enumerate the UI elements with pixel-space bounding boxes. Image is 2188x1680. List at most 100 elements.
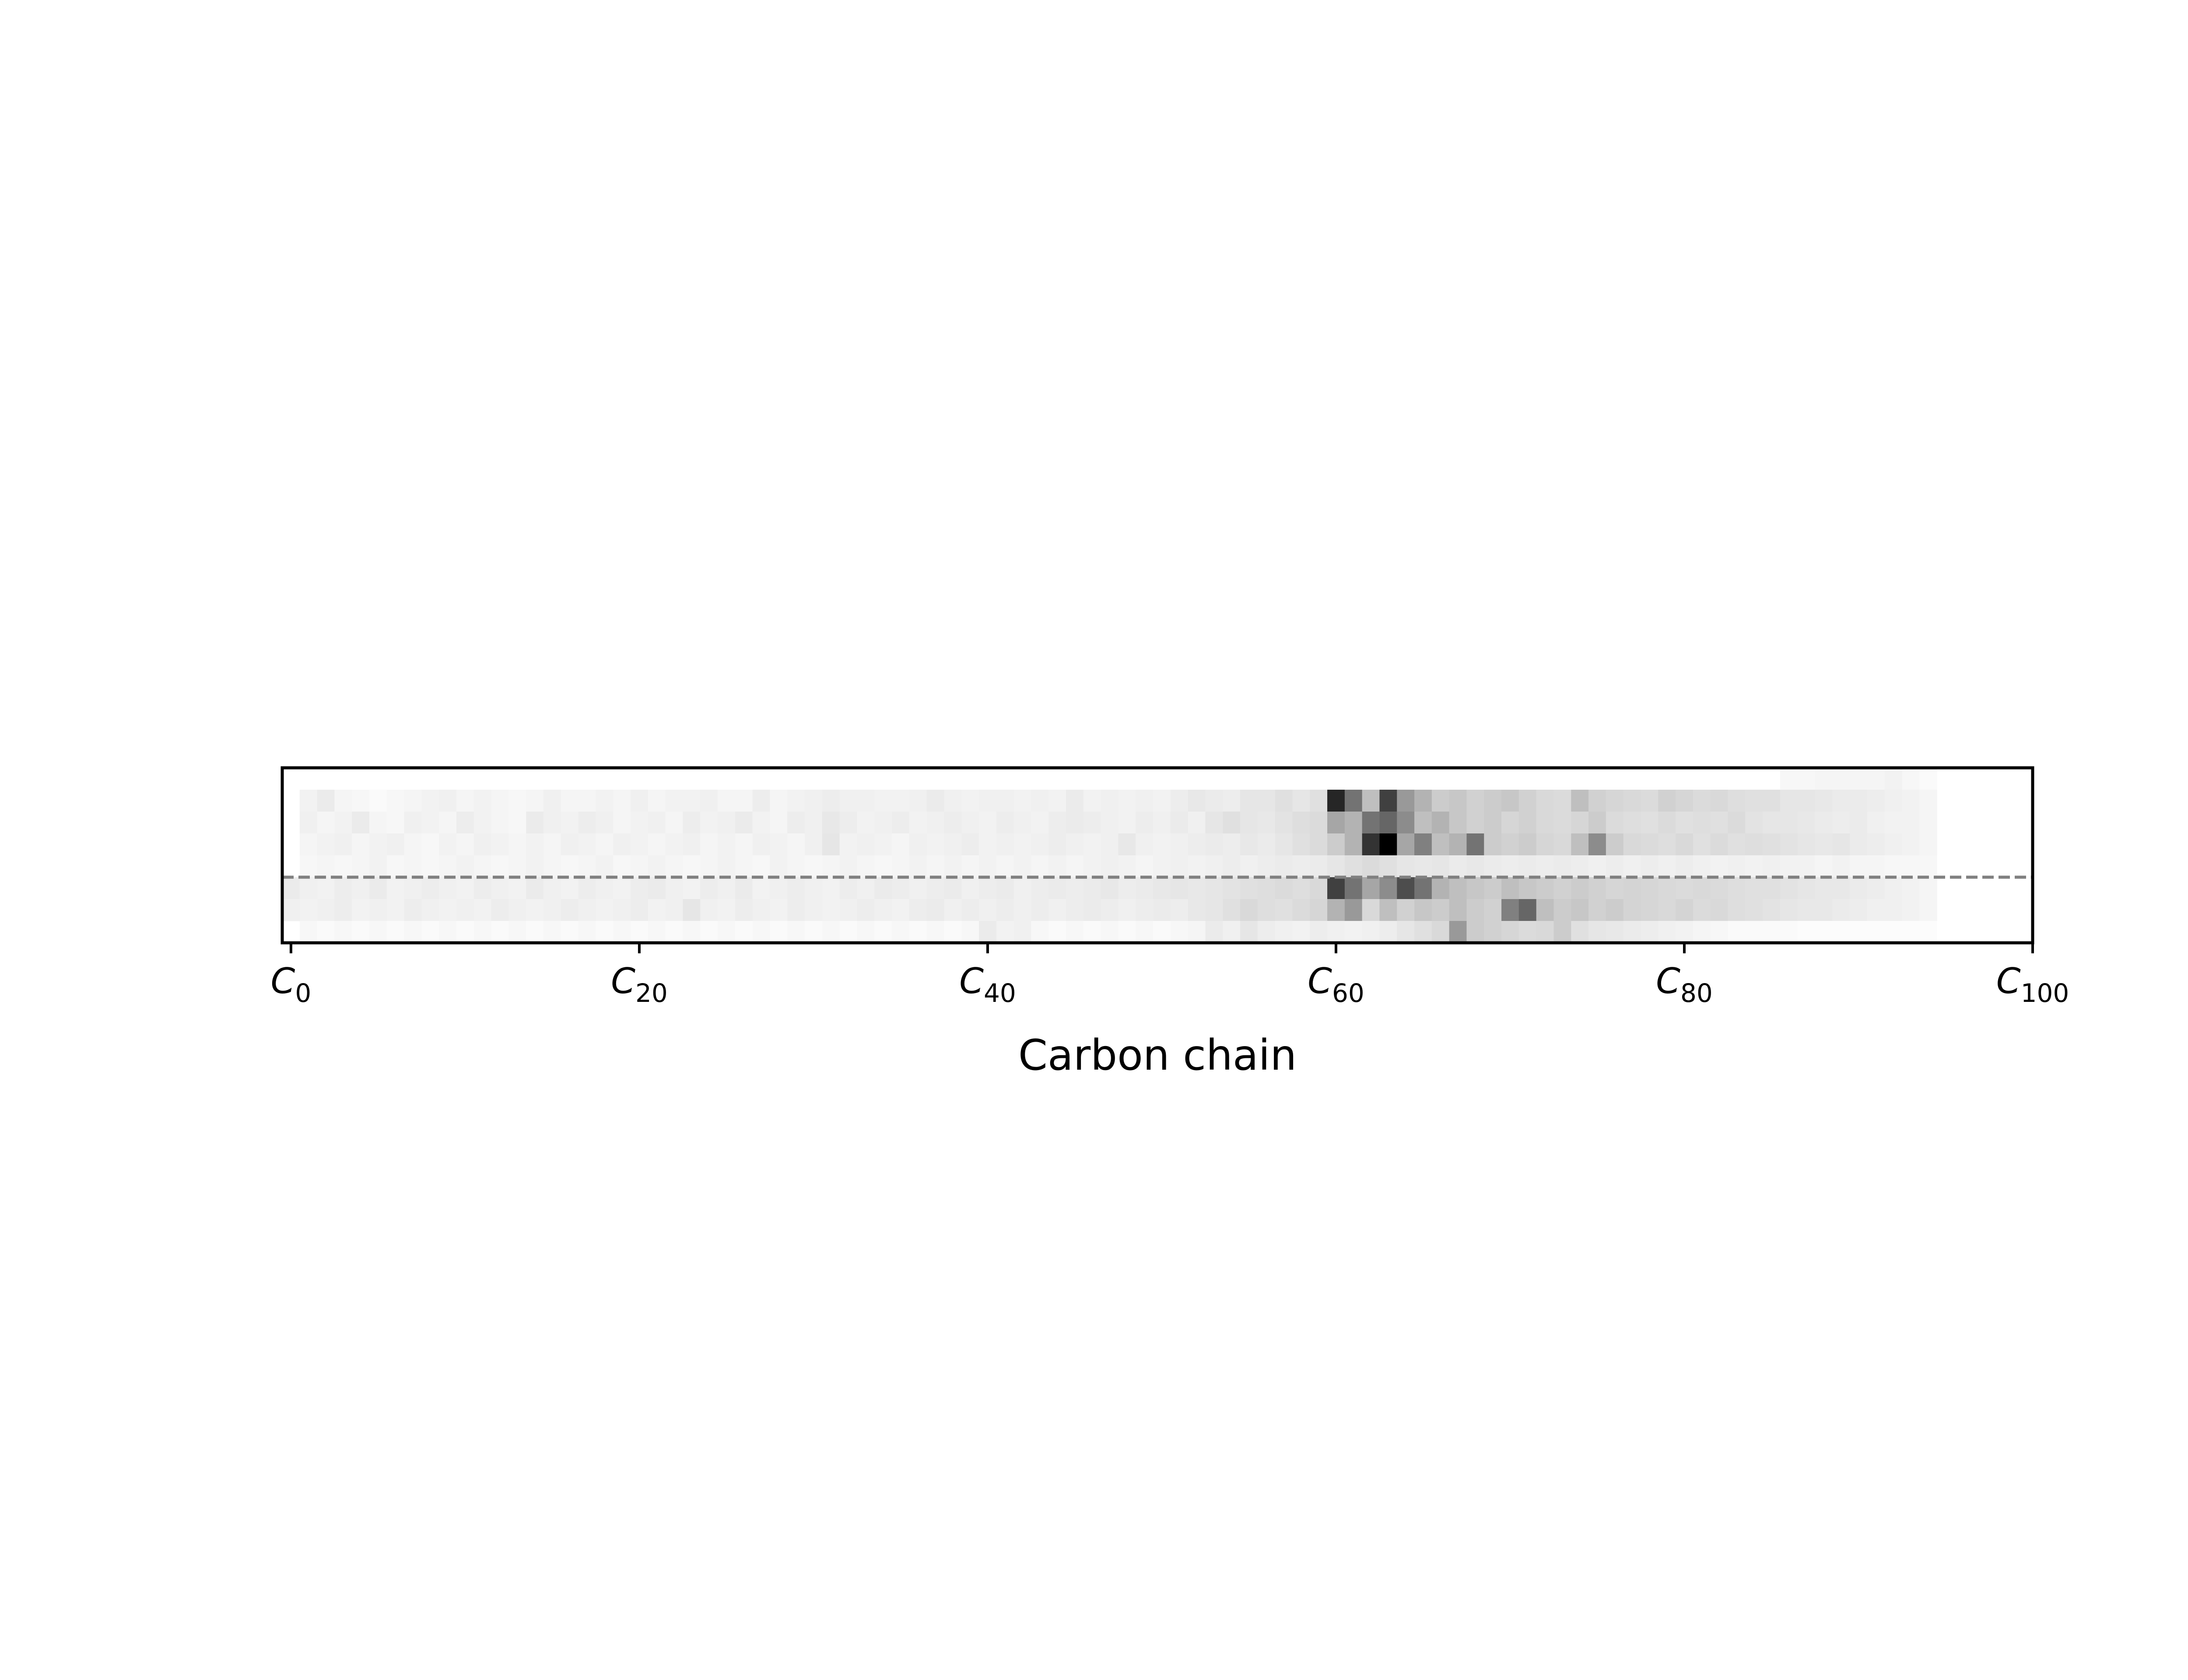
heatmap-cell-r7-c12 (491, 921, 509, 943)
heatmap-cell-r1-c52 (1188, 790, 1206, 812)
heatmap-cell-r1-c65 (1414, 790, 1432, 812)
heatmap-cell-r4-c53 (1205, 855, 1223, 878)
heatmap-cell-r3-c16 (561, 833, 579, 856)
heatmap-cell-r5-c62 (1362, 877, 1380, 900)
heatmap-cell-r2-c37 (926, 812, 945, 834)
heatmap-cell-r3-c53 (1205, 833, 1223, 856)
heatmap-cell-r2-c28 (770, 812, 788, 834)
heatmap-cell-r3-c33 (857, 833, 875, 856)
heatmap-cell-r7-c47 (1101, 921, 1119, 943)
heatmap-cell-r1-c12 (491, 790, 509, 812)
heatmap-cell-r1-c13 (508, 790, 526, 812)
heatmap-cell-r3-c32 (839, 833, 858, 856)
heatmap-cell-r6-c5 (369, 899, 387, 921)
heatmap-cell-r4-c72 (1536, 855, 1554, 878)
heatmap-cell-r4-c88 (1815, 855, 1833, 878)
heatmap-cell-r7-c15 (543, 921, 561, 943)
heatmap-cell-r7-c25 (718, 921, 736, 943)
heatmap-cell-r4-c81 (1693, 855, 1711, 878)
heatmap-cell-r2-c15 (543, 812, 561, 834)
heatmap-cell-r5-c94 (1919, 877, 1937, 900)
heatmap-cell-r0-c91 (1867, 768, 1885, 790)
heatmap-cell-r6-c74 (1571, 899, 1589, 921)
heatmap-cell-r7-c46 (1083, 921, 1101, 943)
heatmap-cell-r3-c48 (1118, 833, 1136, 856)
heatmap-cell-r5-c36 (909, 877, 927, 900)
heatmap-cell-r5-c41 (996, 877, 1014, 900)
heatmap-cell-r7-c60 (1327, 921, 1345, 943)
heatmap-cell-r1-c94 (1919, 790, 1937, 812)
heatmap-cell-r5-c31 (822, 877, 840, 900)
heatmap-cell-r1-c70 (1501, 790, 1519, 812)
heatmap-cell-r5-c24 (700, 877, 718, 900)
heatmap-cell-r1-c22 (665, 790, 684, 812)
heatmap-cell-r5-c43 (1031, 877, 1049, 900)
heatmap-cell-r6-c28 (770, 899, 788, 921)
heatmap-cell-r7-c92 (1884, 921, 1903, 943)
heatmap-cell-r3-c45 (1066, 833, 1084, 856)
heatmap-cell-r4-c62 (1362, 855, 1380, 878)
heatmap-cell-r4-c7 (404, 855, 422, 878)
heatmap-cell-r3-c38 (944, 833, 962, 856)
heatmap-cell-r1-c93 (1902, 790, 1920, 812)
heatmap-cell-r2-c56 (1257, 812, 1276, 834)
heatmap-cell-r3-c13 (508, 833, 526, 856)
heatmap-cell-r4-c64 (1397, 855, 1415, 878)
heatmap-cell-r3-c19 (613, 833, 631, 856)
heatmap-cell-r7-c27 (752, 921, 771, 943)
heatmap-cell-r5-c68 (1466, 877, 1484, 900)
heatmap-cell-r5-c73 (1553, 877, 1571, 900)
heatmap-cell-r6-c12 (491, 899, 509, 921)
heatmap-cell-r6-c65 (1414, 899, 1432, 921)
heatmap-cell-r5-c84 (1745, 877, 1763, 900)
heatmap-cell-r5-c72 (1536, 877, 1554, 900)
heatmap-cell-r1-c61 (1344, 790, 1363, 812)
heatmap-cell-r1-c6 (386, 790, 405, 812)
heatmap-cell-r7-c28 (770, 921, 788, 943)
heatmap-cell-r7-c8 (421, 921, 439, 943)
heatmap-cell-r2-c33 (857, 812, 875, 834)
heatmap-cell-r7-c75 (1588, 921, 1606, 943)
heatmap-cell-r2-c1 (299, 812, 318, 834)
heatmap-cell-r7-c21 (648, 921, 666, 943)
heatmap-cell-r6-c50 (1153, 899, 1171, 921)
heatmap-cell-r5-c5 (369, 877, 387, 900)
heatmap-cell-r4-c1 (299, 855, 318, 878)
heatmap-cell-r4-c24 (700, 855, 718, 878)
heatmap-cell-r3-c73 (1553, 833, 1571, 856)
heatmap-cell-r5-c69 (1484, 877, 1502, 900)
heatmap-cell-r3-c52 (1188, 833, 1206, 856)
heatmap-cell-r6-c14 (526, 899, 544, 921)
heatmap-cell-r1-c72 (1536, 790, 1554, 812)
heatmap-cell-r4-c59 (1310, 855, 1328, 878)
heatmap-cell-r5-c50 (1153, 877, 1171, 900)
heatmap-cell-r5-c29 (787, 877, 805, 900)
heatmap-cell-r6-c91 (1867, 899, 1885, 921)
heatmap-cell-r2-c61 (1344, 812, 1363, 834)
heatmap-cell-r7-c34 (874, 921, 892, 943)
heatmap-cell-r1-c55 (1240, 790, 1258, 812)
heatmap-cell-r7-c93 (1902, 921, 1920, 943)
heatmap-cell-r6-c26 (735, 899, 753, 921)
heatmap-cell-r1-c67 (1449, 790, 1467, 812)
heatmap-cell-r3-c41 (996, 833, 1014, 856)
heatmap-cell-r4-c31 (822, 855, 840, 878)
heatmap-cell-r5-c4 (352, 877, 370, 900)
heatmap-cell-r5-c45 (1066, 877, 1084, 900)
heatmap-cell-r0-c89 (1832, 768, 1850, 790)
heatmap-cell-r5-c30 (805, 877, 823, 900)
heatmap-cell-r3-c22 (665, 833, 684, 856)
heatmap-cell-r6-c19 (613, 899, 631, 921)
heatmap-cell-r7-c42 (1013, 921, 1032, 943)
heatmap-cell-r6-c4 (352, 899, 370, 921)
heatmap-cell-r6-c24 (700, 899, 718, 921)
heatmap-cell-r6-c92 (1884, 899, 1903, 921)
heatmap-cell-r4-c86 (1780, 855, 1798, 878)
heatmap-cell-r6-c51 (1170, 899, 1189, 921)
heatmap-cell-r4-c8 (421, 855, 439, 878)
heatmap-cell-r7-c72 (1536, 921, 1554, 943)
heatmap-cell-r3-c36 (909, 833, 927, 856)
heatmap-cell-r4-c45 (1066, 855, 1084, 878)
heatmap-cell-r7-c74 (1571, 921, 1589, 943)
heatmap-cell-r7-c57 (1275, 921, 1293, 943)
